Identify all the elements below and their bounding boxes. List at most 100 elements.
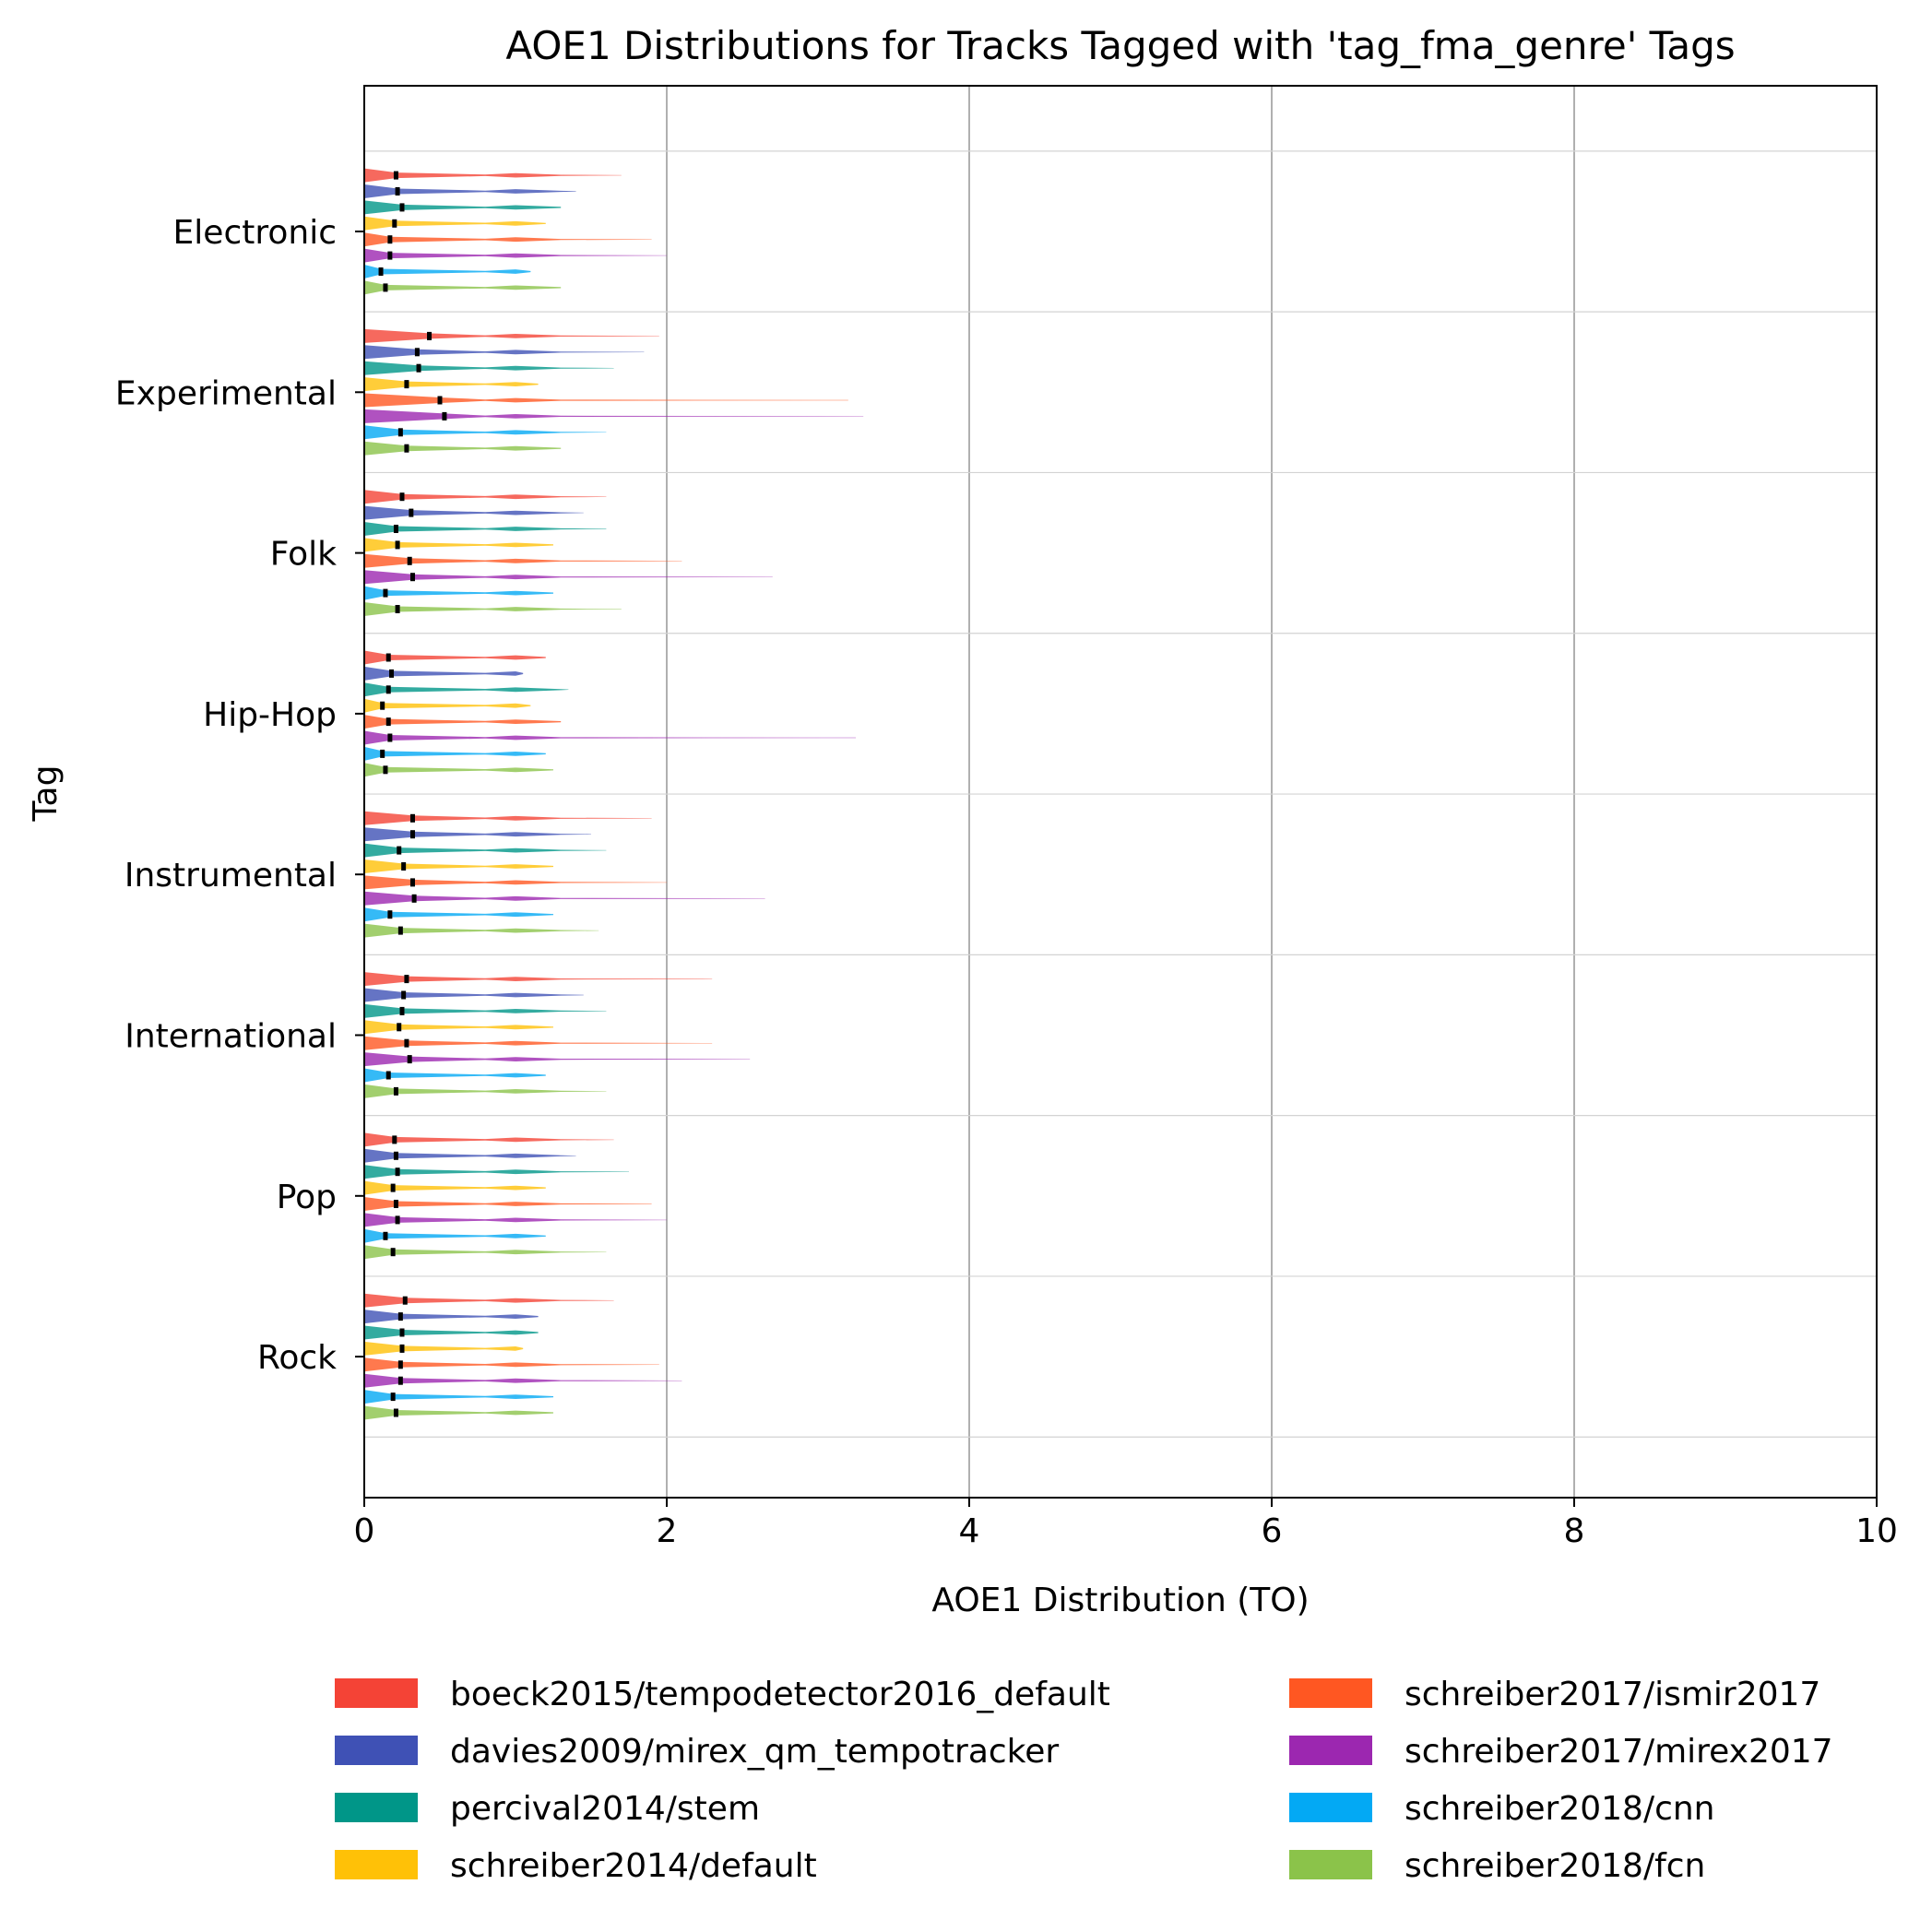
violin-4-7 — [364, 923, 599, 938]
median-marker — [395, 1167, 400, 1177]
median-marker — [389, 669, 395, 678]
median-marker — [387, 733, 393, 742]
legend-swatch — [335, 1736, 418, 1765]
violin-7-6 — [364, 1390, 553, 1404]
violin-6-1 — [364, 1148, 576, 1163]
violin-4-4 — [364, 875, 667, 890]
violin-7-0 — [364, 1293, 614, 1308]
median-marker — [409, 573, 415, 582]
y-tick-label: Pop — [277, 1179, 337, 1216]
median-marker — [393, 1086, 398, 1096]
median-marker — [397, 846, 402, 855]
y-tick-label: International — [124, 1018, 337, 1056]
median-marker — [392, 219, 397, 228]
violin-3-3 — [364, 698, 531, 713]
median-marker — [414, 348, 420, 357]
median-marker — [393, 1200, 398, 1208]
legend: boeck2015/tempodetector2016_defaultdavie… — [335, 1676, 1833, 1885]
violin-6-3 — [364, 1180, 546, 1195]
violin-5-7 — [364, 1084, 607, 1098]
violin-1-6 — [364, 425, 607, 440]
violin-5-2 — [364, 1003, 607, 1018]
legend-label: schreiber2017/ismir2017 — [1405, 1676, 1820, 1713]
median-marker — [395, 187, 400, 196]
plot-frame — [363, 85, 1878, 1499]
median-marker — [399, 1344, 405, 1353]
x-tick-label: 6 — [1262, 1512, 1283, 1550]
median-marker — [393, 171, 398, 180]
median-marker — [404, 380, 409, 389]
median-marker — [383, 283, 388, 292]
legend-label: percival2014/stem — [450, 1790, 760, 1828]
x-tick-label: 8 — [1564, 1512, 1585, 1550]
x-tick-label: 4 — [959, 1512, 980, 1550]
violin-6-5 — [364, 1213, 667, 1227]
violin-3-5 — [364, 730, 856, 745]
median-marker — [390, 1248, 396, 1257]
violin-0-2 — [364, 200, 562, 215]
violin-2-0 — [364, 490, 607, 504]
median-marker — [401, 990, 407, 1000]
median-marker — [392, 1135, 397, 1144]
median-marker — [409, 878, 415, 887]
median-marker — [383, 765, 388, 775]
violin-3-2 — [364, 682, 569, 697]
median-marker — [397, 1312, 403, 1321]
violin-1-0 — [364, 328, 659, 343]
median-marker — [399, 203, 405, 212]
violin-0-1 — [364, 184, 576, 198]
violin-5-5 — [364, 1052, 751, 1067]
legend-swatch — [1289, 1736, 1372, 1765]
median-marker — [387, 251, 393, 260]
violin-layer — [364, 168, 864, 1420]
median-marker — [380, 749, 385, 758]
violin-3-4 — [364, 715, 562, 729]
violin-2-1 — [364, 505, 584, 520]
y-tick-label: Electronic — [173, 214, 337, 252]
median-marker — [404, 1038, 409, 1048]
x-tick-label: 0 — [354, 1512, 375, 1550]
violin-0-7 — [364, 280, 562, 295]
median-marker — [411, 894, 417, 903]
median-marker — [402, 1296, 408, 1305]
x-tick-label: 10 — [1855, 1512, 1898, 1550]
violin-3-7 — [364, 763, 553, 777]
legend-label: schreiber2018/fcn — [1405, 1847, 1705, 1885]
violin-2-5 — [364, 570, 773, 585]
x-axis-label: AOE1 Distribution (TO) — [931, 1582, 1309, 1619]
median-marker — [407, 556, 412, 565]
median-marker — [399, 1006, 405, 1015]
median-marker — [401, 862, 407, 871]
violin-4-5 — [364, 891, 765, 906]
violin-3-6 — [364, 746, 546, 761]
median-marker — [409, 508, 414, 517]
legend-swatch — [335, 1850, 418, 1879]
y-tick-label: Instrumental — [124, 857, 337, 895]
median-marker — [385, 717, 391, 727]
violin-2-7 — [364, 602, 622, 616]
median-marker — [442, 411, 447, 421]
violin-7-1 — [364, 1310, 539, 1324]
median-marker — [393, 525, 398, 533]
violin-2-6 — [364, 586, 553, 600]
median-marker — [393, 1408, 398, 1417]
violin-5-0 — [364, 972, 713, 987]
violin-5-1 — [364, 988, 584, 1002]
median-marker — [397, 1376, 403, 1385]
median-marker — [409, 830, 415, 839]
violin-1-3 — [364, 377, 539, 392]
violin-6-6 — [364, 1228, 546, 1243]
legend-swatch — [1289, 1793, 1372, 1822]
violin-1-2 — [364, 361, 614, 375]
violin-2-2 — [364, 522, 607, 536]
violin-1-5 — [364, 409, 864, 423]
violin-7-7 — [364, 1405, 553, 1420]
median-marker — [387, 235, 393, 244]
violin-6-7 — [364, 1245, 607, 1260]
violin-3-0 — [364, 650, 546, 665]
chart-title: AOE1 Distributions for Tracks Tagged wit… — [505, 23, 1735, 68]
violin-5-3 — [364, 1020, 553, 1035]
violin-6-4 — [364, 1197, 652, 1211]
